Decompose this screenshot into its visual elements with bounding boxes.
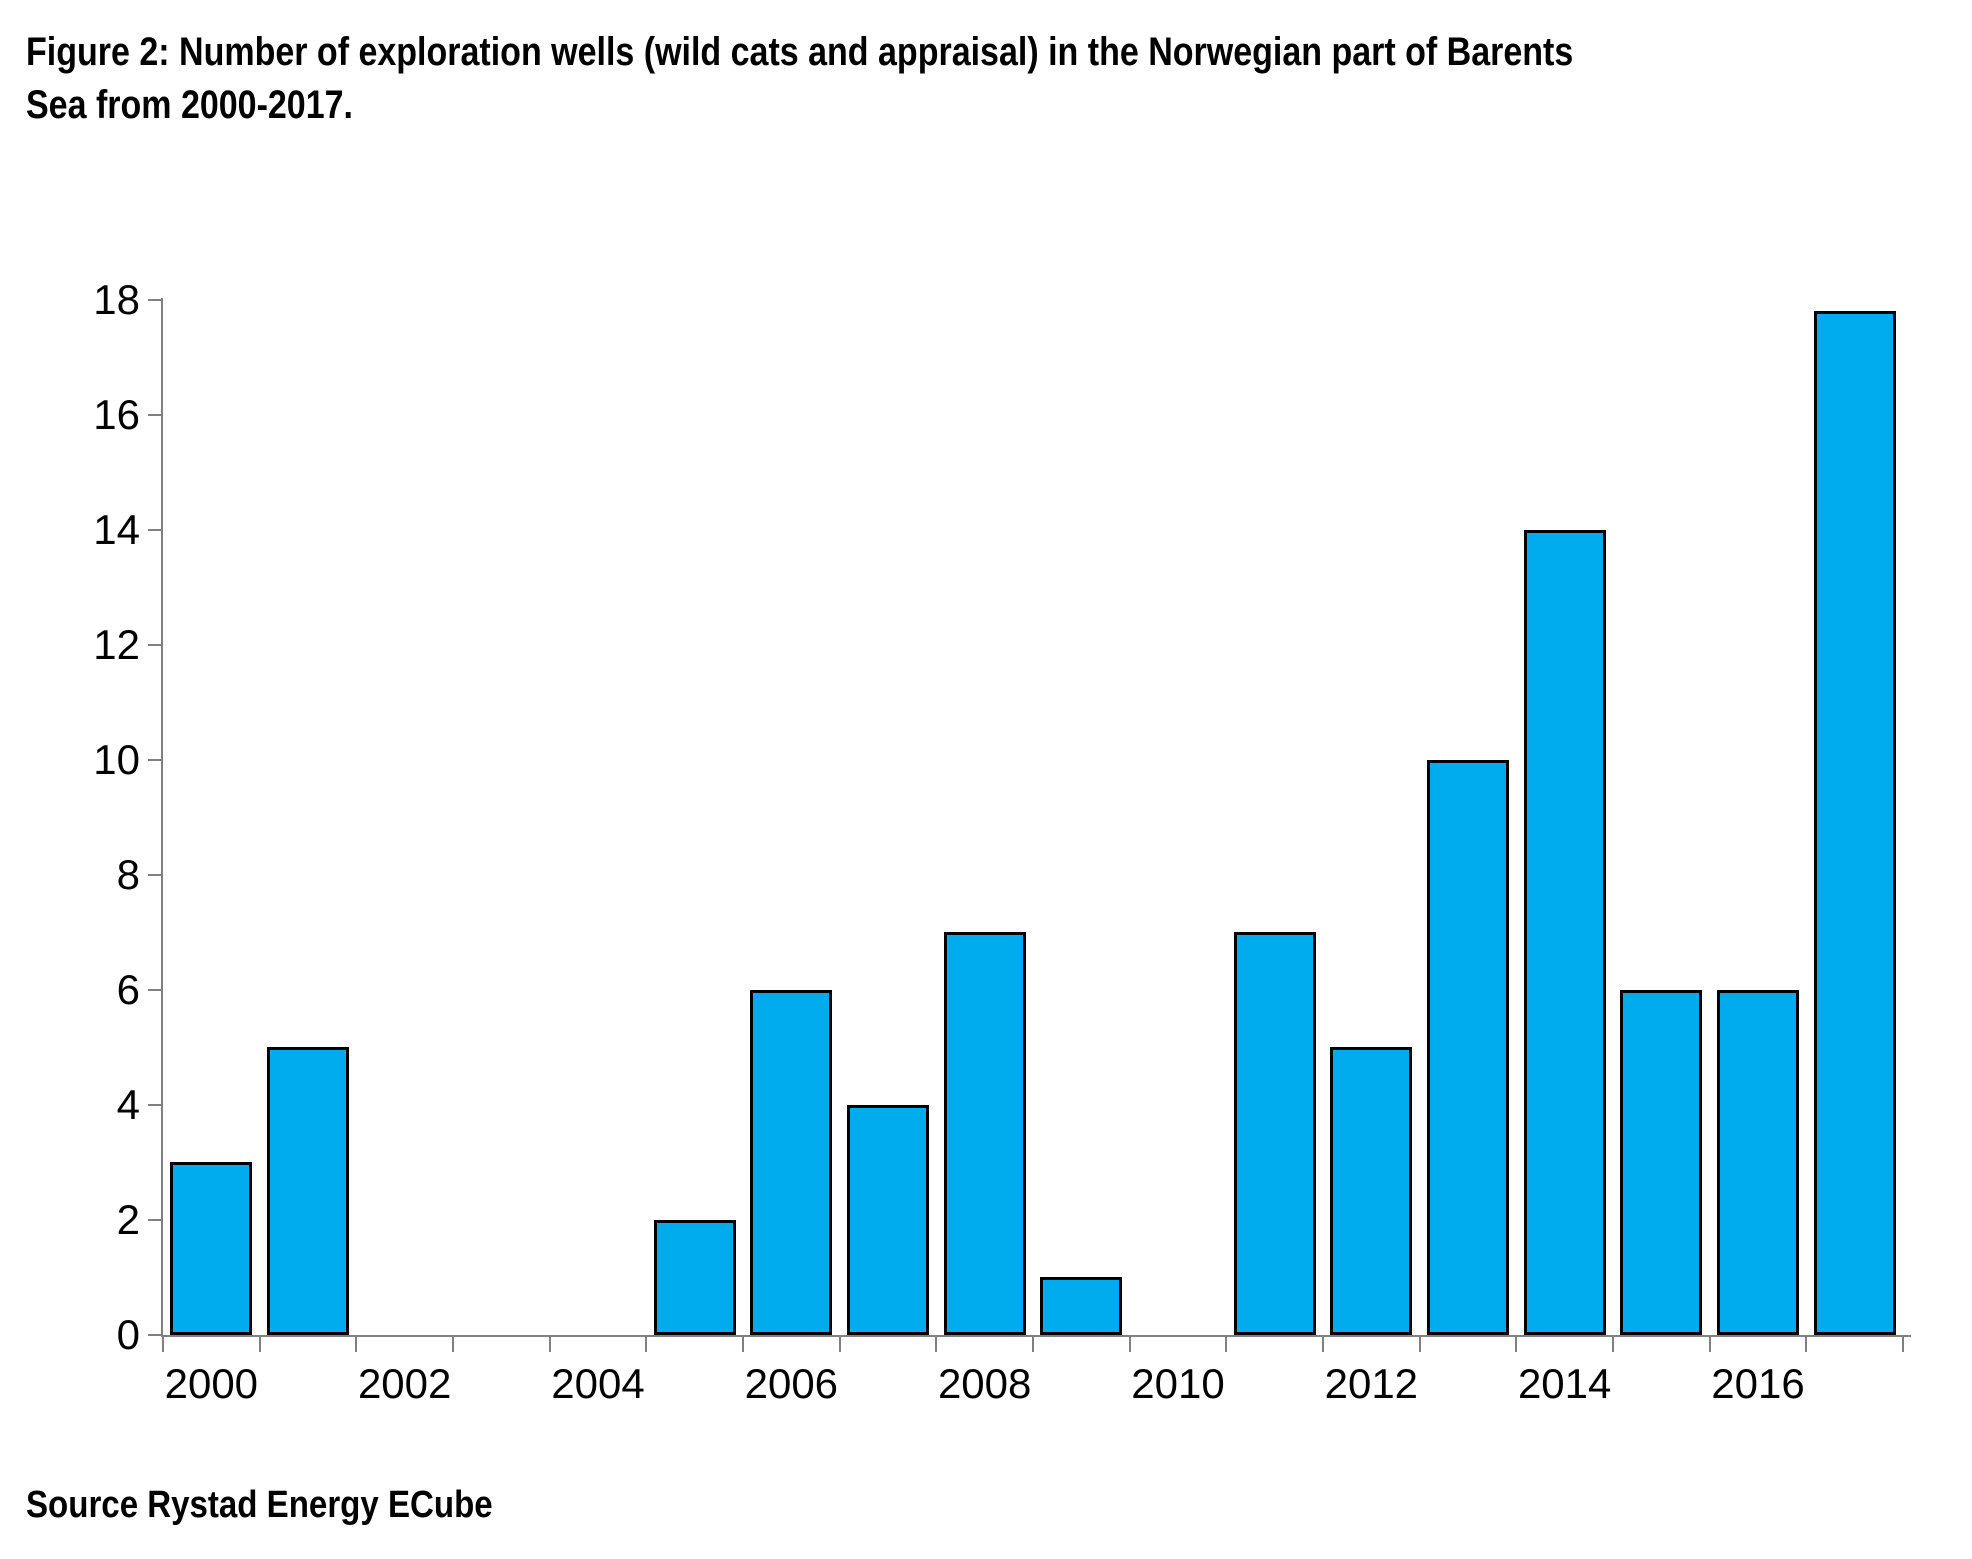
bar-2001 [267,1047,349,1335]
x-axis-tick [258,1337,261,1352]
bar-chart: 0 2 4 6 8 10 12 14 16 18 2000 2002 2004 2006 2008 2010… [0,278,1972,1420]
x-axis-label: 2000 [164,1360,259,1407]
bar-2017 [1814,311,1896,1335]
x-axis-tick [1805,1337,1808,1352]
chart-title-line-2: Sea from 2000-2017. [26,83,353,127]
bar-2011 [1234,932,1316,1335]
source-note: Source Rystad Energy ECube [26,1484,562,1527]
x-axis-label: 2012 [1324,1360,1419,1407]
y-axis-label: 18 [93,276,140,323]
x-axis-label: 2006 [744,1360,839,1407]
x-axis-label: 2010 [1131,1360,1225,1407]
y-axis-tick [148,414,162,416]
bar-2008 [944,932,1026,1335]
x-axis-tick [1708,1337,1711,1352]
y-axis-tick [148,874,162,876]
x-axis-label: 2004 [551,1360,645,1407]
y-axis-tick [148,299,162,301]
y-axis-label: 16 [93,391,140,438]
bar-2007 [847,1105,929,1335]
bar-2005 [654,1220,736,1335]
y-axis-label: 8 [116,851,140,898]
y-axis-line [161,298,163,1337]
y-axis-tick [148,644,162,646]
plot-area [163,300,1903,1335]
x-axis-tick [645,1337,648,1352]
x-axis-label: 2016 [1711,1360,1805,1407]
bar-2000 [170,1162,252,1335]
y-axis-tick [148,1104,162,1106]
y-axis-tick [148,989,162,991]
y-axis-label: 12 [93,621,140,668]
x-axis-tick [1225,1337,1228,1352]
x-axis-tick [1322,1337,1324,1352]
y-axis-label: 0 [116,1311,140,1358]
chart-title: Figure 2: Number of exploration wells (w… [26,26,1846,132]
bar-2015 [1620,990,1702,1335]
bar-2014 [1524,530,1606,1335]
x-axis-tick [548,1337,551,1352]
x-axis-label: 2014 [1517,1360,1612,1407]
x-axis-tick [452,1337,454,1352]
x-axis-label: 2008 [937,1360,1032,1407]
bar-2009 [1040,1277,1122,1335]
y-axis-tick [148,1334,162,1336]
x-axis-tick [1128,1337,1131,1352]
y-axis-tick [148,529,162,531]
x-axis-tick [1418,1337,1421,1352]
x-axis-tick [162,1337,164,1352]
x-axis-tick [1902,1337,1904,1352]
bar-2013 [1427,760,1509,1335]
y-axis-label: 2 [116,1196,140,1243]
x-axis-tick [355,1337,358,1352]
x-axis-label: 2002 [357,1360,452,1407]
bar-2016 [1717,990,1799,1335]
bar-2006 [750,990,832,1335]
y-axis-tick [148,759,162,761]
x-axis-tick [838,1337,841,1352]
x-axis-line [161,1335,1911,1337]
x-axis-tick [1612,1337,1614,1352]
x-axis-tick [1515,1337,1518,1352]
y-axis-tick [148,1219,162,1221]
chart-title-line-1: Figure 2: Number of exploration wells (w… [26,30,1574,74]
y-axis-label: 14 [93,506,140,553]
x-axis-tick [742,1337,744,1352]
bar-2012 [1330,1047,1412,1335]
y-axis-label: 4 [116,1081,140,1128]
x-axis-tick [935,1337,938,1352]
source-note-text: Source Rystad Energy ECube [26,1484,493,1526]
y-axis-label: 6 [116,966,140,1013]
x-axis-tick [1032,1337,1034,1352]
y-axis-label: 10 [93,736,140,783]
